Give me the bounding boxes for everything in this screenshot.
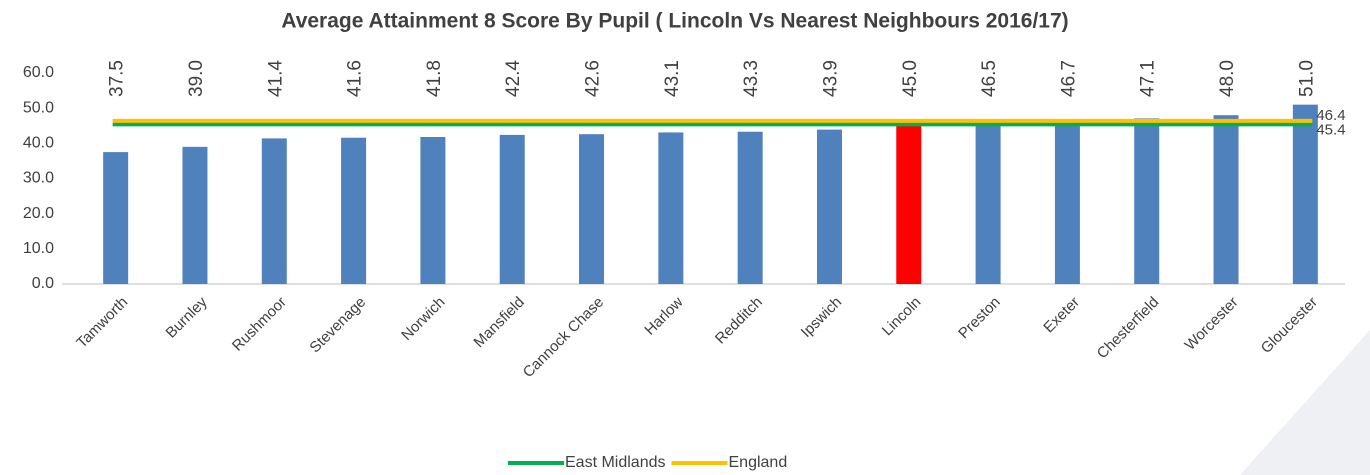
y-tick-label: 10.0 <box>23 240 54 257</box>
bar <box>1054 119 1080 284</box>
y-tick-label: 60.0 <box>23 64 54 81</box>
y-tick-label: 30.0 <box>23 170 54 187</box>
x-tick-label: Harlow <box>641 294 686 339</box>
x-tick-label: Redditch <box>712 294 766 348</box>
y-tick-label: 40.0 <box>23 135 54 152</box>
bar <box>261 138 287 284</box>
value-label: 47.1 <box>1138 60 1159 97</box>
bar <box>341 137 367 284</box>
x-tick-label: Lincoln <box>879 294 925 340</box>
bar <box>1292 104 1318 285</box>
bar <box>1134 118 1160 285</box>
x-tick-label: Mansfield <box>470 294 527 351</box>
x-tick-label: Cannock Chase <box>520 294 607 381</box>
value-label: 39.0 <box>186 60 207 97</box>
y-tick-label: 0.0 <box>32 275 54 292</box>
bar <box>579 134 605 284</box>
value-label: 46.7 <box>1058 60 1079 97</box>
bar <box>499 134 525 284</box>
value-label: 41.4 <box>265 60 286 97</box>
reference-label: 45.4 <box>1316 121 1345 138</box>
x-tick-label: Gloucester <box>1258 294 1321 357</box>
bar <box>182 146 208 284</box>
x-tick-label: Rushmoor <box>229 294 290 355</box>
bar <box>816 129 842 284</box>
y-tick-label: 50.0 <box>23 99 54 116</box>
value-label: 41.8 <box>424 60 445 97</box>
x-tick-label: Worcester <box>1182 294 1242 354</box>
bar <box>1213 115 1239 284</box>
value-label: 42.4 <box>503 60 524 97</box>
value-label: 43.9 <box>820 60 841 97</box>
value-label: 43.1 <box>662 60 683 97</box>
chart-title: Average Attainment 8 Score By Pupil ( Li… <box>281 10 1068 33</box>
value-label: 43.3 <box>741 60 762 97</box>
value-label: 41.6 <box>345 60 366 97</box>
value-label: 48.0 <box>1217 60 1238 97</box>
bar <box>896 125 922 284</box>
decoration <box>1240 330 1370 475</box>
bar <box>420 137 446 284</box>
value-label: 37.5 <box>107 60 128 97</box>
x-tick-label: Ipswich <box>798 294 845 341</box>
bar <box>658 132 684 284</box>
x-tick-label: Chesterfield <box>1094 294 1163 363</box>
legend-label: England <box>729 454 788 471</box>
x-tick-label: Exeter <box>1040 294 1083 337</box>
x-tick-label: Preston <box>955 294 1004 343</box>
x-tick-label: Burnley <box>163 293 211 341</box>
value-label: 51.0 <box>1296 60 1317 97</box>
value-label: 42.6 <box>583 60 604 97</box>
x-tick-label: Stevenage <box>306 294 369 357</box>
y-tick-label: 20.0 <box>23 205 54 222</box>
x-tick-label: Norwich <box>398 294 448 344</box>
x-tick-label: Tamworth <box>73 294 131 352</box>
value-label: 46.5 <box>979 60 1000 97</box>
reference-label: 46.4 <box>1316 107 1345 124</box>
legend-label: East Midlands <box>565 454 666 471</box>
bar <box>103 152 129 284</box>
bar <box>737 131 763 284</box>
value-label: 45.0 <box>900 60 921 97</box>
bar <box>975 120 1001 284</box>
